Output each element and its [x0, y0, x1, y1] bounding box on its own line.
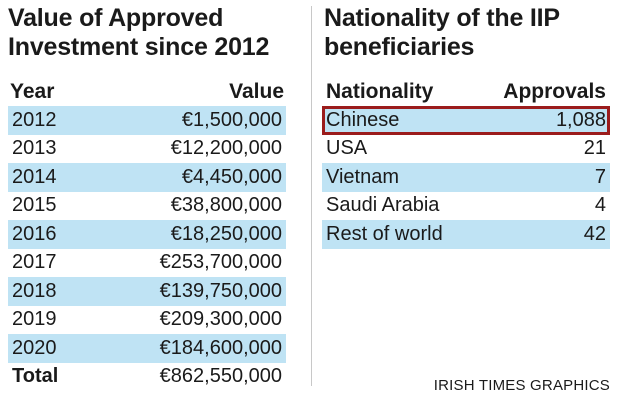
table-row-highlighted: Chinese 1,088: [322, 106, 610, 135]
nationality-cell: Vietnam: [326, 165, 400, 188]
value-cell: €253,700,000: [159, 251, 282, 274]
approvals-column-header: Approvals: [503, 80, 606, 103]
year-cell: 2016: [12, 222, 57, 245]
year-cell: 2020: [12, 336, 57, 359]
approvals-cell: 21: [583, 137, 606, 160]
approvals-cell: 7: [594, 165, 606, 188]
source-credit: IRISH TIMES GRAPHICS: [433, 377, 610, 394]
nationality-panel: Nationality of the IIP beneficiaries Nat…: [322, 0, 610, 249]
investment-title-line2: Investment since 2012: [8, 33, 270, 61]
table-row: Rest of world 42: [322, 220, 610, 249]
investment-panel: Value of Approved Investment since 2012 …: [8, 0, 290, 387]
table-row: 2017 €253,700,000: [8, 249, 286, 278]
nationality-table-header: Nationality Approvals: [322, 78, 610, 108]
investment-title-line1: Value of Approved: [8, 4, 224, 32]
nationality-table-body: Chinese 1,088 USA 21 Vietnam 7 Saudi Ara…: [322, 106, 610, 249]
table-row: 2020 €184,600,000: [8, 334, 286, 363]
nationality-title: Nationality of the IIP beneficiaries: [324, 4, 610, 62]
panel-divider: [311, 6, 312, 386]
nationality-title-line1: Nationality of the IIP: [324, 4, 560, 32]
approvals-cell: 1,088: [555, 108, 606, 131]
value-cell: €18,250,000: [170, 222, 282, 245]
approvals-cell: 4: [594, 194, 606, 217]
value-cell: €4,450,000: [181, 165, 282, 188]
table-row: Saudi Arabia 4: [322, 192, 610, 221]
year-cell: 2019: [12, 308, 57, 331]
year-cell: 2017: [12, 251, 57, 274]
table-row: 2019 €209,300,000: [8, 306, 286, 335]
investment-table-body: 2012 €1,500,000 2013 €12,200,000 2014 €4…: [8, 106, 286, 391]
total-row: Total €862,550,000: [8, 363, 286, 392]
table-row: 2016 €18,250,000: [8, 220, 286, 249]
nationality-cell: Chinese: [326, 108, 400, 131]
nationality-cell: Saudi Arabia: [326, 194, 440, 217]
approvals-cell: 42: [583, 222, 606, 245]
total-label: Total: [12, 365, 59, 388]
nationality-title-line2: beneficiaries: [324, 33, 475, 61]
investment-table-header: Year Value: [8, 78, 286, 108]
value-cell: €209,300,000: [159, 308, 282, 331]
table-row: USA 21: [322, 135, 610, 164]
year-column-header: Year: [10, 80, 55, 103]
value-cell: €12,200,000: [170, 137, 282, 160]
table-row: 2012 €1,500,000: [8, 106, 286, 135]
total-value: €862,550,000: [159, 365, 282, 388]
year-cell: 2013: [12, 137, 57, 160]
value-cell: €1,500,000: [181, 108, 282, 131]
value-cell: €139,750,000: [159, 279, 282, 302]
nationality-cell: USA: [326, 137, 368, 160]
value-cell: €38,800,000: [170, 194, 282, 217]
year-cell: 2018: [12, 279, 57, 302]
table-row: 2014 €4,450,000: [8, 163, 286, 192]
table-row: 2013 €12,200,000: [8, 135, 286, 164]
value-column-header: Value: [229, 80, 284, 103]
year-cell: 2014: [12, 165, 57, 188]
year-cell: 2012: [12, 108, 57, 131]
nationality-cell: Rest of world: [326, 222, 443, 245]
nationality-column-header: Nationality: [326, 80, 434, 103]
table-row: 2018 €139,750,000: [8, 277, 286, 306]
table-row: Vietnam 7: [322, 163, 610, 192]
value-cell: €184,600,000: [159, 336, 282, 359]
investment-title: Value of Approved Investment since 2012: [8, 4, 290, 62]
year-cell: 2015: [12, 194, 57, 217]
table-row: 2015 €38,800,000: [8, 192, 286, 221]
